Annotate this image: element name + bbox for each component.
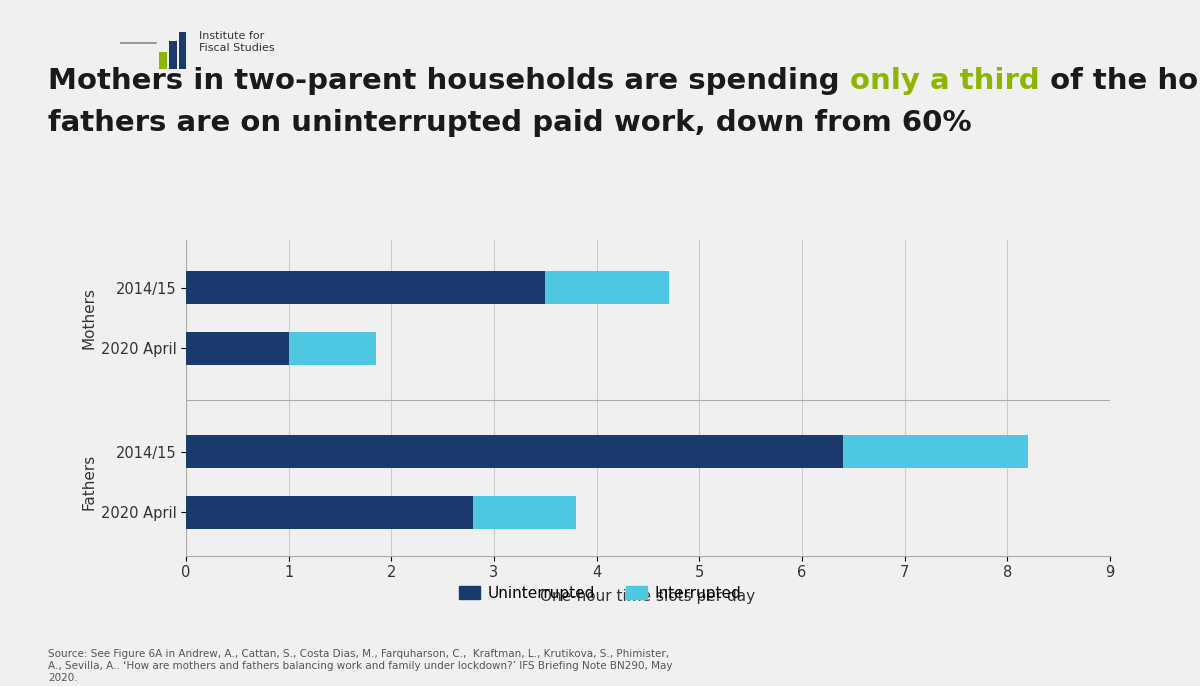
Bar	[160, 52, 167, 69]
Bar	[169, 41, 176, 69]
Text: only a third: only a third	[850, 67, 1039, 95]
Bar	[289, 332, 376, 364]
Bar	[186, 496, 474, 529]
Text: Fathers: Fathers	[82, 454, 96, 510]
Text: Source: See Figure 6A in Andrew, A., Cattan, S., Costa Dias, M., Farquharson, C.: Source: See Figure 6A in Andrew, A., Cat…	[48, 650, 672, 683]
Bar	[179, 32, 186, 69]
X-axis label: One-hour time slots per day: One-hour time slots per day	[540, 589, 756, 604]
Bar	[186, 271, 545, 304]
Text: Mothers: Mothers	[82, 287, 96, 349]
Legend: Uninterrupted, Interrupted: Uninterrupted, Interrupted	[452, 580, 748, 606]
Text: Institute for
Fiscal Studies: Institute for Fiscal Studies	[199, 31, 275, 53]
Bar	[186, 436, 844, 469]
Text: fathers are on uninterrupted paid work, down from 60%: fathers are on uninterrupted paid work, …	[48, 109, 972, 137]
Bar	[186, 332, 289, 364]
Bar	[844, 436, 1028, 469]
Bar	[474, 496, 576, 529]
Bar	[545, 271, 668, 304]
Text: Mothers in two-parent households are spending: Mothers in two-parent households are spe…	[48, 67, 850, 95]
Text: of the hours: of the hours	[1039, 67, 1200, 95]
